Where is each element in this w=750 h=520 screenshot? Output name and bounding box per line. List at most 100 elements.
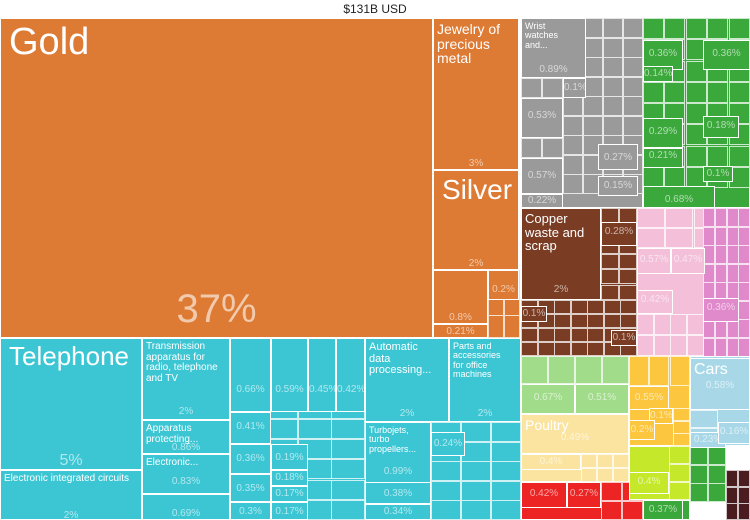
item-value: 0.42% [337, 384, 365, 395]
treemap-tile [431, 461, 461, 481]
item-value: 0.17% [275, 488, 304, 499]
treemap-item: 0.42% [336, 338, 365, 412]
item-value: 0.89% [539, 64, 568, 75]
item-value: 0.38% [383, 488, 413, 499]
item-value: 0.36% [706, 302, 736, 313]
treemap-tile [521, 356, 548, 384]
treemap-tile [738, 208, 750, 227]
item-value: 0.27% [603, 152, 633, 163]
treemap-item: 0.8% [433, 270, 488, 324]
treemap-item: 0.27% [598, 144, 638, 170]
item-value: 0.1% [706, 168, 730, 179]
treemap-tile [571, 342, 588, 356]
treemap-tile [331, 419, 365, 439]
item-value: 0.18% [706, 120, 736, 131]
treemap-item: Copper waste and scrap 2% [521, 208, 601, 300]
item-value: 0.28% [604, 226, 634, 237]
treemap-tile [491, 422, 521, 442]
treemap-tile [623, 57, 643, 77]
item-value: 0.37% [648, 504, 678, 515]
treemap-tile [571, 328, 588, 342]
treemap-tile [708, 483, 726, 502]
treemap-item: 0.14% [643, 66, 673, 82]
treemap-tile [637, 314, 654, 335]
item-value: 0.86% [171, 442, 201, 453]
treemap-tile [637, 208, 665, 228]
item-value: 0.42% [529, 488, 559, 499]
treemap-tile [504, 315, 520, 338]
treemap-tile [603, 57, 623, 77]
treemap-tile [620, 300, 637, 314]
treemap-tile [603, 38, 623, 58]
item-value: 0.23% [693, 434, 723, 445]
treemap-tile [563, 135, 583, 155]
treemap-item: Cars 0.58% [690, 358, 750, 410]
treemap-item: 0.41% [230, 412, 271, 444]
treemap-tile [690, 465, 708, 484]
treemap-tile [597, 468, 613, 482]
treemap-tile [707, 18, 728, 39]
treemap-tile [637, 228, 665, 248]
item-label: Transmission apparatus for radio, teleph… [146, 341, 218, 384]
treemap-tile [491, 442, 521, 462]
treemap-tile [643, 18, 664, 39]
treemap-tile [521, 328, 538, 342]
treemap-item: Telephone 5% [0, 338, 142, 470]
treemap-tile [686, 146, 707, 167]
treemap-item: 0.21% [643, 148, 683, 168]
treemap-tile [643, 167, 664, 188]
treemap-tile [603, 96, 623, 116]
item-value: 0.36% [236, 453, 265, 464]
treemap-item: 0.4% [521, 454, 581, 470]
treemap-tile [649, 356, 669, 386]
item-value: 0.99% [383, 466, 413, 477]
treemap-tile [581, 468, 597, 482]
treemap-tile [686, 61, 707, 82]
treemap-tile [538, 342, 555, 356]
treemap-item: 0.24% [431, 432, 465, 456]
treemap-tile [601, 285, 619, 300]
treemap-tile [521, 342, 538, 356]
treemap-item: 0.38% [365, 482, 431, 504]
treemap-tile [623, 18, 643, 38]
treemap-tile [715, 264, 727, 283]
item-value: 0.57% [639, 254, 669, 265]
treemap-tile [619, 208, 637, 223]
treemap-item: 0.66% [230, 338, 271, 412]
item-value: 0.66% [236, 384, 265, 395]
treemap-tile [619, 269, 637, 284]
treemap-item: 0.36% [703, 40, 750, 70]
treemap-tile [707, 82, 728, 103]
treemap-tile [715, 245, 727, 264]
treemap-item: 0.29% [643, 118, 683, 148]
treemap-tile [664, 82, 685, 103]
item-value: 0.47% [673, 254, 703, 265]
item-value: 2% [468, 258, 484, 269]
treemap-item: 0.1% [703, 166, 733, 182]
treemap-item: 0.37% [643, 500, 683, 520]
treemap-tile [715, 227, 727, 246]
treemap-tile [619, 285, 637, 300]
item-value: 0.19% [275, 452, 304, 463]
treemap-tile [491, 481, 521, 501]
treemap-tile [669, 464, 690, 482]
treemap-item: 0.36% [703, 298, 739, 322]
treemap-tile [583, 57, 603, 77]
item-value: 2% [63, 510, 79, 520]
item-value: 2% [553, 284, 569, 295]
item-value: 2% [477, 408, 493, 419]
treemap-tile [715, 208, 727, 227]
chart-title: $131B USD [343, 2, 407, 16]
item-label: Cars [694, 361, 728, 378]
treemap-tile [583, 116, 603, 136]
treemap-item: 0.1% [563, 78, 586, 98]
treemap-tile [687, 314, 704, 335]
treemap-item: 0.17% [271, 502, 308, 520]
treemap-tile [686, 82, 707, 103]
item-value: 0.83% [171, 476, 201, 487]
treemap-tile [670, 335, 687, 356]
treemap-tile [738, 487, 750, 504]
treemap-tile [673, 433, 690, 446]
treemap-tile [461, 461, 491, 481]
treemap-tile [703, 338, 715, 357]
